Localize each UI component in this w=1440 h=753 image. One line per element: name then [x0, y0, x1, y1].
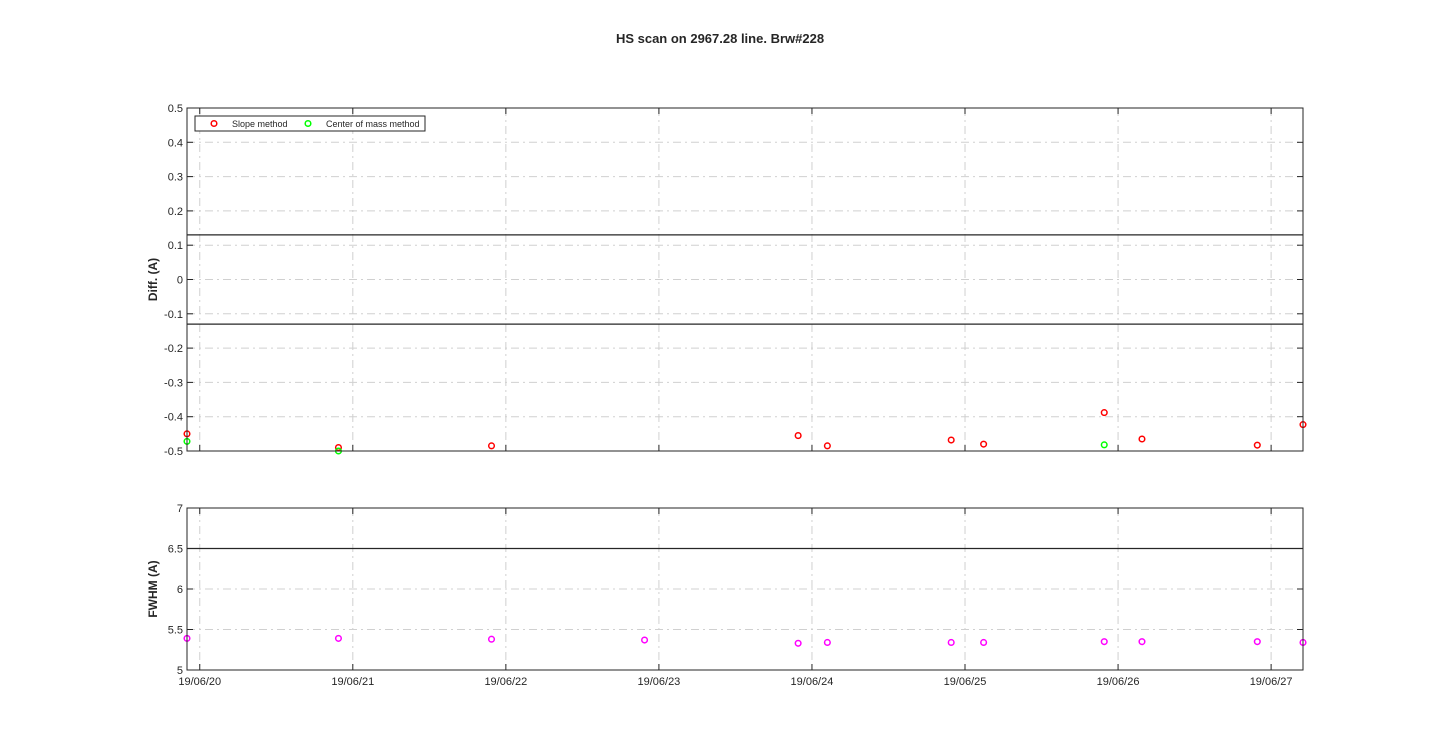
y-tick-label: -0.3: [164, 377, 183, 389]
y-tick-label: 0.1: [168, 240, 183, 252]
legend: Slope method Center of mass method: [194, 115, 426, 132]
y-tick-label: -0.2: [164, 343, 183, 355]
data-point: [641, 636, 649, 644]
data-point: [334, 444, 343, 452]
x-tick-label: 19/06/24: [791, 676, 834, 688]
x-tick-label: 19/06/20: [178, 676, 221, 688]
y-tick-label: 0.2: [168, 206, 183, 218]
data-point: [947, 638, 955, 647]
x-tick-label: 19/06/26: [1097, 676, 1140, 688]
data-point: [1100, 638, 1108, 646]
data-point: [1100, 409, 1108, 417]
legend-label-slope: Slope method: [232, 119, 288, 129]
fwhm-points: [183, 634, 1307, 647]
diff-y-ticks: 0.5 0.4 0.3 0.2 0.1 0 -0.1 -0.2 -0.3 -0.4 -0.5: [164, 103, 1303, 458]
y-tick-label: 0.3: [168, 172, 183, 184]
data-point: [1253, 638, 1261, 646]
x-tick-label: 19/06/27: [1250, 676, 1293, 688]
data-point: [980, 440, 988, 448]
data-point: [487, 442, 496, 450]
x-tick-label: 19/06/21: [331, 676, 374, 688]
diff-y-axis-label: Diff. (A): [146, 258, 160, 301]
data-point: [487, 635, 496, 643]
y-tick-label: 5: [177, 665, 183, 677]
data-point: [823, 442, 831, 450]
y-tick-label: 0.4: [168, 137, 183, 149]
diff-reference-lines: [187, 234, 1303, 325]
data-point: [1138, 435, 1146, 443]
chart-title: HS scan on 2967.28 line. Brw#228: [616, 31, 824, 46]
data-point: [980, 638, 988, 647]
fwhm-axes: 76.565.55 19/06/20 19/06/21 19/06/22 19/06/…: [146, 503, 1307, 688]
x-tick-label: 19/06/25: [944, 676, 987, 688]
legend-marker-center-of-mass: [304, 119, 312, 128]
x-tick-label: 19/06/23: [637, 676, 680, 688]
data-point: [794, 432, 802, 440]
diff-axes: 0.5 0.4 0.3 0.2 0.1 0 -0.1 -0.2 -0.3 -0.4 -0.5 Dif…: [146, 103, 1307, 458]
data-point: [334, 634, 343, 642]
y-tick-label: -0.1: [164, 309, 183, 321]
data-point: [794, 639, 802, 647]
fwhm-y-axis-label: FWHM (A): [146, 560, 160, 617]
y-tick-label: -0.5: [164, 446, 183, 458]
x-tick-label: 19/06/22: [484, 676, 527, 688]
y-tick-label: 0: [177, 275, 183, 287]
y-tick-label: 6: [177, 584, 183, 596]
x-ticks: 19/06/20 19/06/21 19/06/22 19/06/23 19/06/24…: [178, 676, 1292, 688]
diff-grid: [187, 108, 1303, 451]
data-point: [947, 436, 955, 444]
fwhm-y-ticks: 7 6.5 6 5.5 5: [168, 503, 1303, 677]
y-tick-label: 0.5: [168, 103, 183, 115]
data-point: [1253, 441, 1261, 449]
data-point: [1138, 638, 1146, 646]
y-tick-label: -0.4: [164, 412, 183, 424]
data-point: [823, 638, 831, 647]
y-tick-label: 7: [177, 503, 183, 515]
data-point: [1100, 441, 1108, 449]
legend-marker-slope: [210, 119, 218, 128]
legend-box: [194, 115, 426, 132]
fwhm-grid: [187, 508, 1303, 670]
legend-label-center-of-mass: Center of mass method: [326, 119, 420, 129]
y-tick-label: 5.5: [168, 625, 183, 637]
y-tick-label: 6.5: [168, 544, 183, 556]
